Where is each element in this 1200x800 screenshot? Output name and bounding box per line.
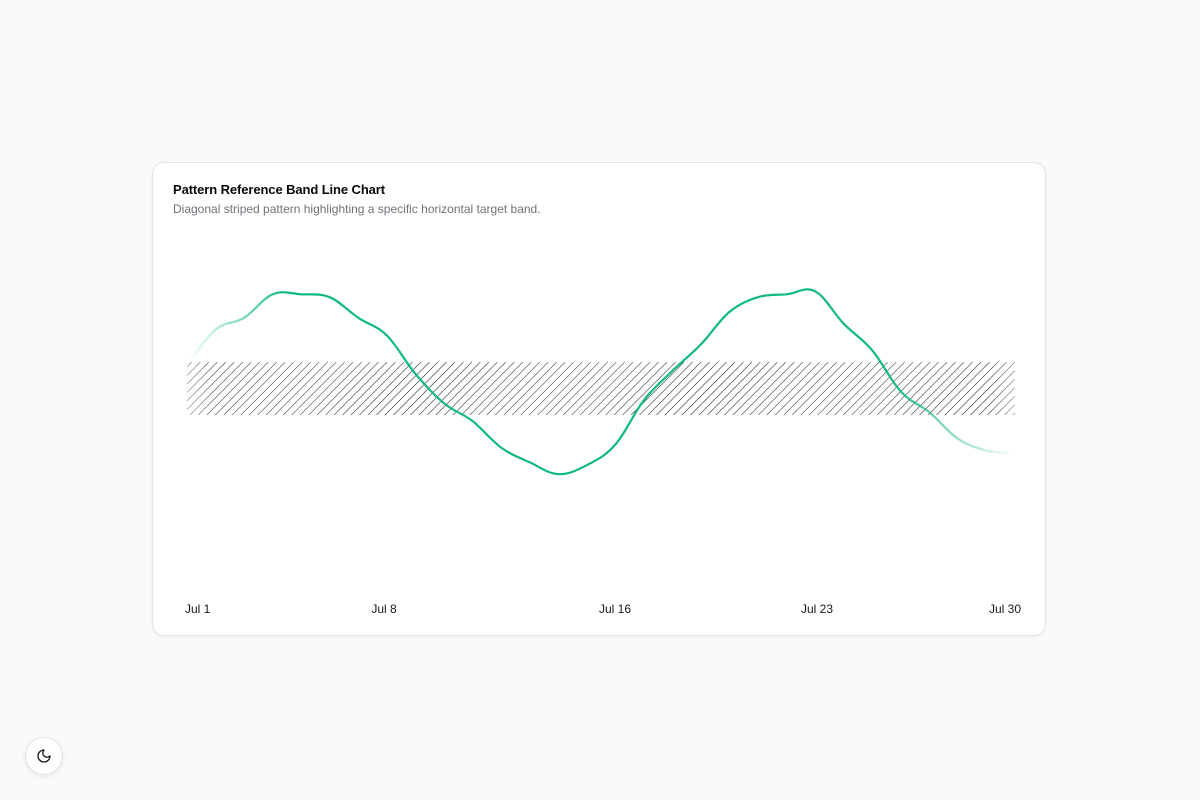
x-tick-label: Jul 8 <box>371 602 397 616</box>
theme-toggle-button[interactable] <box>25 737 63 775</box>
moon-icon <box>37 749 51 763</box>
x-tick-label: Jul 30 <box>989 602 1021 616</box>
x-axis-tick-labels: Jul 1 Jul 8 Jul 16 Jul 23 Jul 30 <box>185 602 1021 616</box>
line-chart: Jul 1 Jul 8 Jul 16 Jul 23 Jul 30 <box>185 288 1021 616</box>
reference-band-layer <box>187 362 1015 416</box>
chart-card: Pattern Reference Band Line Chart Diagon… <box>152 162 1046 636</box>
reference-band <box>187 362 1015 416</box>
x-tick-label: Jul 1 <box>185 602 211 616</box>
x-tick-label: Jul 23 <box>801 602 833 616</box>
chart-subtitle: Diagonal striped pattern highlighting a … <box>173 202 541 216</box>
series-line-layer <box>185 288 1017 476</box>
x-tick-label: Jul 16 <box>599 602 631 616</box>
series-line <box>185 288 1017 476</box>
chart-title: Pattern Reference Band Line Chart <box>173 182 385 197</box>
